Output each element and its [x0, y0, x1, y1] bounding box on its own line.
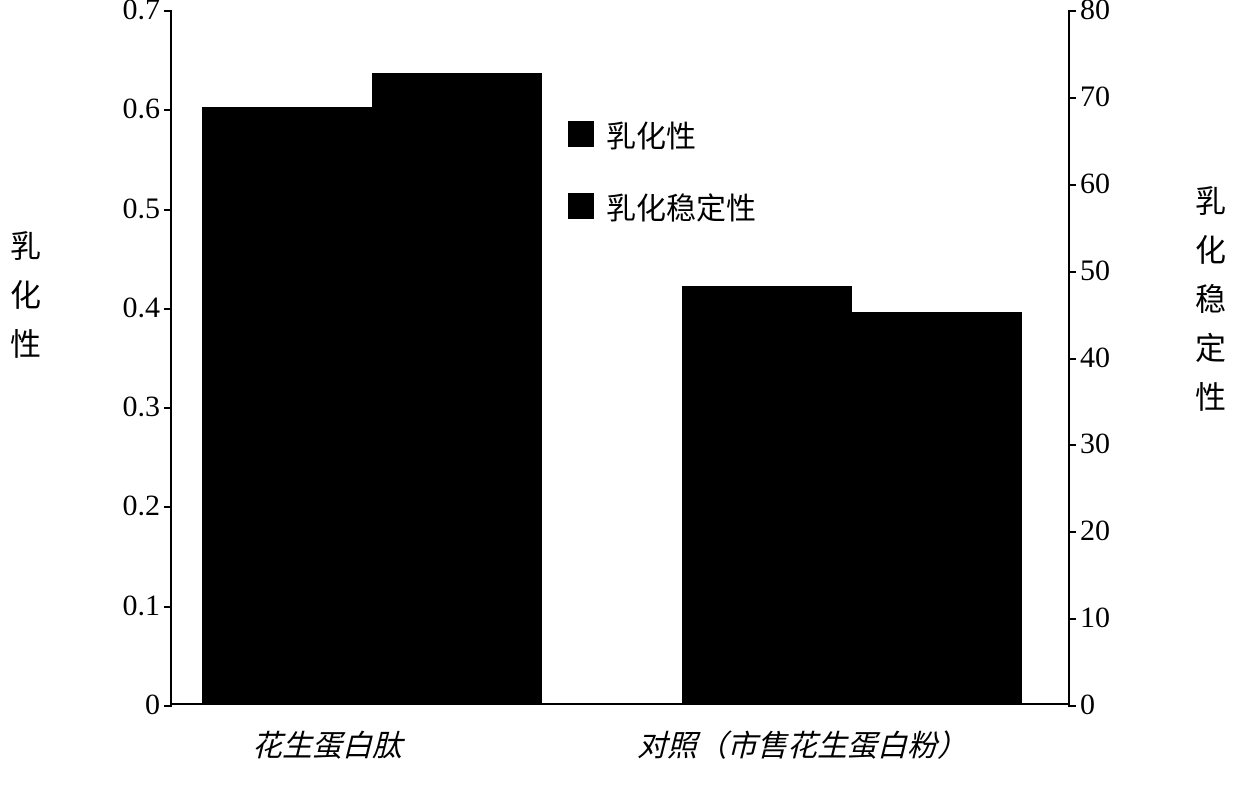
legend-item: 乳化性 — [568, 112, 756, 156]
legend: 乳化性 乳化稳定性 — [568, 112, 756, 256]
y-right-tick: 20 — [1068, 514, 1110, 548]
bar-emulsifying-group1 — [202, 107, 372, 703]
y-axis-left-label: 乳化性 — [10, 230, 45, 377]
y-left-tick: 0.6 — [123, 92, 173, 126]
y-right-tick: 0 — [1068, 688, 1095, 722]
y-right-tick: 30 — [1068, 427, 1110, 461]
legend-label: 乳化稳定性 — [606, 184, 756, 228]
chart-container: 乳化性 乳化稳定性 0 0.1 0.2 0.3 0.4 0.5 0.6 0.7 … — [0, 0, 1240, 812]
y-left-tick: 0.3 — [123, 390, 173, 424]
y-left-tick: 0.4 — [123, 291, 173, 325]
bar-stability-group2 — [852, 312, 1022, 703]
bar-emulsifying-group2 — [682, 286, 852, 703]
legend-swatch-icon — [568, 121, 594, 147]
y-right-tick: 10 — [1068, 601, 1110, 635]
y-left-tick: 0.5 — [123, 192, 173, 226]
y-left-tick: 0.1 — [123, 589, 173, 623]
y-left-tick: 0.2 — [123, 489, 173, 523]
y-right-tick: 60 — [1068, 167, 1110, 201]
plot-area: 0 0.1 0.2 0.3 0.4 0.5 0.6 0.7 0 10 20 30… — [170, 10, 1070, 705]
y-axis-right-label: 乳化稳定性 — [1195, 185, 1230, 430]
y-right-tick: 50 — [1068, 254, 1110, 288]
x-category-label: 花生蛋白肽 — [252, 721, 402, 765]
y-right-tick: 80 — [1068, 0, 1110, 27]
legend-item: 乳化稳定性 — [568, 184, 756, 228]
y-left-tick: 0.7 — [123, 0, 173, 27]
legend-swatch-icon — [568, 193, 594, 219]
bar-stability-group1 — [372, 73, 542, 703]
x-category-label: 对照（市售花生蛋白粉） — [637, 721, 967, 765]
y-left-tick: 0 — [145, 688, 172, 722]
y-right-tick: 40 — [1068, 341, 1110, 375]
legend-label: 乳化性 — [606, 112, 696, 156]
y-right-tick: 70 — [1068, 80, 1110, 114]
